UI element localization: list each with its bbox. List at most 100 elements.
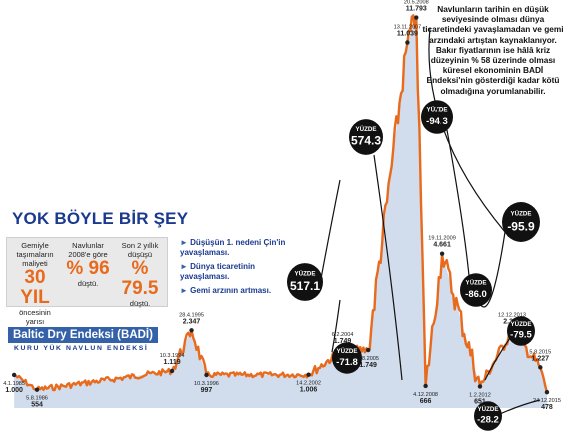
percent-bubble-label: YÜZDE xyxy=(478,406,499,413)
percent-bubble xyxy=(460,273,492,307)
reason-item: ► Dünya ticaretinin yavaşlaması. xyxy=(180,262,292,282)
data-point xyxy=(414,15,419,20)
point-value-label: 4.661 xyxy=(433,242,451,249)
percent-bubble-value: -94.3 xyxy=(426,116,448,127)
percent-bubble-label: YÜZDE xyxy=(511,321,532,328)
point-date-label: 1.2.2012 xyxy=(469,392,491,398)
data-point xyxy=(11,372,17,378)
point-value-label: 1.749 xyxy=(359,362,377,369)
index-title: Baltic Dry Endeksi (BADİ) xyxy=(8,327,158,343)
connector-arc xyxy=(499,399,541,415)
percent-bubble-value: -79.5 xyxy=(510,329,532,340)
percent-bubble xyxy=(287,263,323,301)
arrow-right-icon: ► xyxy=(180,262,188,271)
data-point xyxy=(169,368,175,374)
point-value-label: 997 xyxy=(201,387,213,394)
data-point xyxy=(544,389,550,395)
point-date-label: 19.11.2009 xyxy=(428,236,456,242)
percent-bubble xyxy=(332,342,362,374)
connector-arc xyxy=(477,231,506,308)
percent-bubble xyxy=(349,119,383,155)
data-point xyxy=(423,383,428,389)
headline: YOK BÖYLE BİR ŞEY xyxy=(12,209,189,228)
reasons-list: ► Düşüşün 1. nedeni Çin'in yavaşlaması. … xyxy=(180,238,292,296)
point-value-label: 1.000 xyxy=(5,387,23,394)
percent-bubble-label: YÜZDE xyxy=(466,279,487,286)
percent-bubble-value: -95.9 xyxy=(507,220,535,234)
stat-bottom: düştü. xyxy=(77,279,99,288)
point-value-label: 478 xyxy=(541,404,553,411)
arrow-right-icon: ► xyxy=(180,286,188,295)
stat-value: % 79.5 xyxy=(121,258,159,299)
data-point xyxy=(306,372,311,377)
point-date-label: 10.3.1996 xyxy=(194,381,219,387)
point-date-label: 12.12.2013 xyxy=(498,313,526,319)
stat-decline: Son 2 yıllık düşüşü % 79.5 düştü. xyxy=(115,241,165,308)
reason-text: Gemi arzının artması. xyxy=(190,286,272,295)
commentary-note: Navlunların tarihin en düşük seviyesinde… xyxy=(422,4,564,96)
data-point xyxy=(538,365,543,370)
point-date-label: 10.3.1994 xyxy=(160,353,185,359)
stat-top: Navlunlar 2008'e göre xyxy=(68,241,108,259)
point-date-label: 13.11.2007 xyxy=(394,25,422,31)
percent-bubble xyxy=(507,316,535,346)
index-subtitle: KURU YÜK NAVLUN ENDEKSİ xyxy=(14,345,149,352)
point-date-label: 4.1.1985 xyxy=(3,381,25,387)
data-point xyxy=(34,387,40,392)
stat-top: Gemiyle taşımaların maliyeti xyxy=(16,241,54,268)
reason-item: ► Gemi arzının artması. xyxy=(180,286,292,296)
stat-value: 30 YIL xyxy=(20,267,50,308)
stat-top: Son 2 yıllık düşüşü xyxy=(121,241,159,259)
stat-bottom: düştü. xyxy=(129,299,151,308)
percent-bubble-value: 517.1 xyxy=(290,279,320,293)
point-date-label: 28.4.1995 xyxy=(179,312,204,318)
percent-bubble-label: YÜZDE xyxy=(356,126,377,133)
stats-panel: Gemiyle taşımaların maliyeti 30 YIL önce… xyxy=(6,237,168,335)
point-value-label: 666 xyxy=(420,398,432,405)
point-date-label: 5.8.2015 xyxy=(529,349,551,355)
stat-freight: Navlunlar 2008'e göre % 96 düştü. xyxy=(63,241,113,288)
percent-bubble-value: -71.8 xyxy=(336,357,358,368)
series-line xyxy=(13,14,549,393)
point-value-label: 11.039 xyxy=(397,31,418,38)
reason-item: ► Düşüşün 1. nedeni Çin'in yavaşlaması. xyxy=(180,238,292,258)
point-value-label: 651 xyxy=(474,398,486,405)
data-point xyxy=(405,40,410,45)
connector-arc xyxy=(484,337,511,381)
data-point xyxy=(189,328,194,333)
series-area xyxy=(14,17,548,408)
connector-arc xyxy=(373,154,403,381)
point-date-label: 14.2.2002 xyxy=(296,381,321,387)
data-point xyxy=(477,384,483,389)
point-value-label: 11.793 xyxy=(406,6,427,13)
data-point xyxy=(439,251,445,256)
point-value-label: 1.119 xyxy=(163,359,180,366)
percent-bubble xyxy=(421,100,453,134)
data-point xyxy=(365,347,371,353)
point-date-label: 5.8.1986 xyxy=(26,396,48,402)
point-value-label: 1.749 xyxy=(334,338,352,345)
stat-cost: Gemiyle taşımaların maliyeti 30 YIL önce… xyxy=(9,241,61,335)
connector-arc xyxy=(331,299,341,353)
point-value-label: 554 xyxy=(31,402,43,409)
point-date-label: 6.2.2004 xyxy=(332,332,354,338)
point-date-label: 2.8.2005 xyxy=(357,356,379,362)
stat-value: % 96 xyxy=(66,258,110,279)
percent-bubble-value: -86.0 xyxy=(465,289,487,300)
percent-bubble-value: 574.3 xyxy=(351,134,381,148)
data-point xyxy=(204,372,209,378)
percent-bubble-label: YÜZDE xyxy=(295,271,316,278)
point-value-label: 1.227 xyxy=(532,355,550,362)
connector-arc xyxy=(319,179,341,285)
arrow-right-icon: ► xyxy=(180,238,188,247)
point-date-label: 4.12.2008 xyxy=(413,392,438,398)
percent-bubble xyxy=(502,202,540,242)
point-date-label: 20.5.2008 xyxy=(404,0,429,6)
point-value-label: 1.006 xyxy=(300,387,318,394)
connector-arc xyxy=(446,129,471,287)
point-date-label: 24.12.2015 xyxy=(533,398,561,404)
reason-text: Dünya ticaretinin yavaşlaması. xyxy=(180,262,256,281)
percent-bubble-label: YÜZDE xyxy=(511,210,532,217)
reason-text: Düşüşün 1. nedeni Çin'in yavaşlaması. xyxy=(180,238,286,257)
